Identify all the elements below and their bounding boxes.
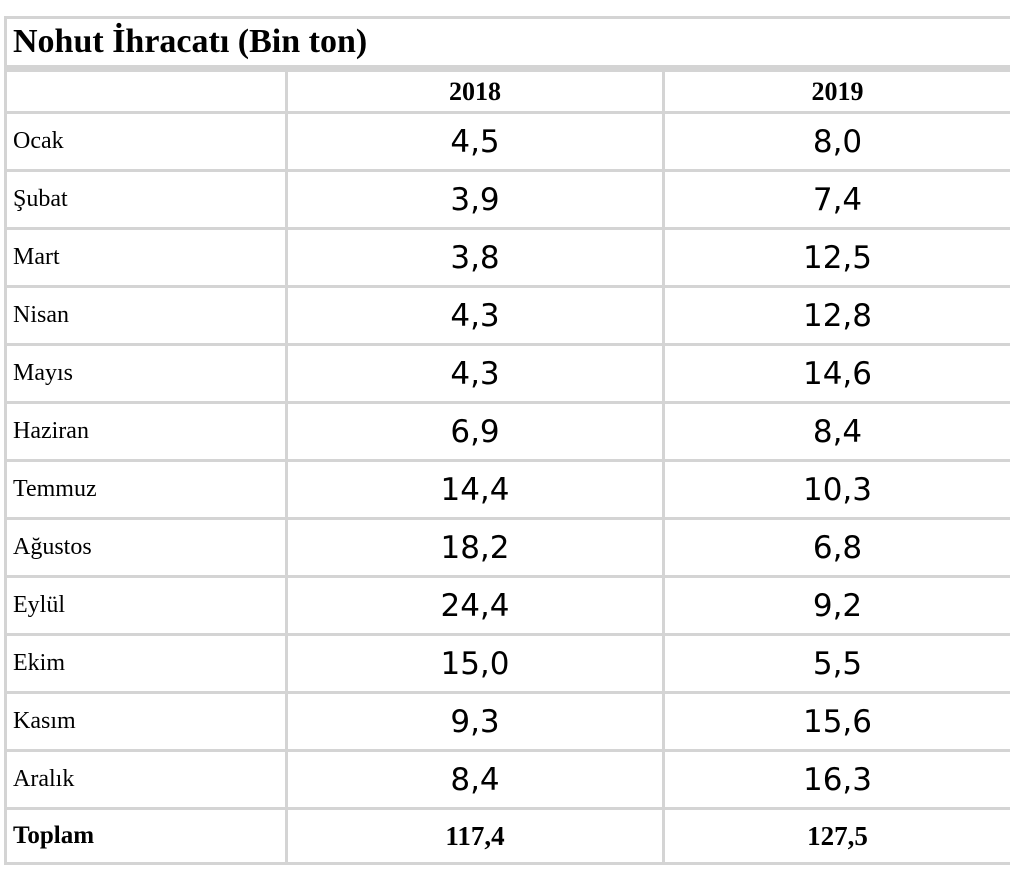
header-row: 2018 2019 (4, 67, 1010, 114)
table-row: Eylül 24,4 9,2 (4, 575, 1010, 636)
table-body: Nohut İhracatı (Bin ton) 2018 2019 Ocak 4… (3, 16, 1010, 865)
month-cell: Kasım (4, 691, 288, 752)
value-2018-cell: 3,8 (285, 227, 665, 288)
table-row: Ekim 15,0 5,5 (4, 633, 1010, 694)
month-cell: Aralık (4, 749, 288, 810)
value-2018-cell: 14,4 (285, 459, 665, 520)
total-label-cell: Toplam (4, 807, 288, 865)
export-table: Nohut İhracatı (Bin ton) 2018 2019 Ocak 4… (3, 16, 1010, 865)
total-2019-cell: 127,5 (661, 807, 1010, 865)
value-2019-cell: 7,4 (661, 169, 1010, 230)
month-cell: Temmuz (4, 459, 288, 520)
table-row: Kasım 9,3 15,6 (4, 691, 1010, 752)
month-cell: Ocak (4, 111, 288, 172)
month-cell: Eylül (4, 575, 288, 636)
table-row: Haziran 6,9 8,4 (4, 401, 1010, 462)
value-2019-cell: 9,2 (661, 575, 1010, 636)
table-row: Nisan 4,3 12,8 (4, 285, 1010, 346)
table-row: Mart 3,8 12,5 (4, 227, 1010, 288)
value-2019-cell: 5,5 (661, 633, 1010, 694)
header-empty-cell (4, 67, 288, 114)
value-2019-cell: 6,8 (661, 517, 1010, 578)
month-cell: Şubat (4, 169, 288, 230)
value-2018-cell: 4,5 (285, 111, 665, 172)
month-cell: Nisan (4, 285, 288, 346)
value-2019-cell: 12,5 (661, 227, 1010, 288)
table-row: Temmuz 14,4 10,3 (4, 459, 1010, 520)
table-title: Nohut İhracatı (Bin ton) (3, 16, 1010, 72)
header-2019: 2019 (661, 67, 1010, 114)
table-row: Mayıs 4,3 14,6 (4, 343, 1010, 404)
value-2018-cell: 6,9 (285, 401, 665, 462)
month-cell: Ekim (4, 633, 288, 694)
value-2018-cell: 8,4 (285, 749, 665, 810)
value-2019-cell: 8,4 (661, 401, 1010, 462)
value-2019-cell: 8,0 (661, 111, 1010, 172)
header-2018: 2018 (285, 67, 665, 114)
total-2018-cell: 117,4 (285, 807, 665, 865)
month-cell: Mart (4, 227, 288, 288)
table-row: Aralık 8,4 16,3 (4, 749, 1010, 810)
value-2019-cell: 10,3 (661, 459, 1010, 520)
value-2018-cell: 15,0 (285, 633, 665, 694)
value-2018-cell: 18,2 (285, 517, 665, 578)
value-2018-cell: 9,3 (285, 691, 665, 752)
value-2018-cell: 24,4 (285, 575, 665, 636)
month-cell: Haziran (4, 401, 288, 462)
table-row: Ağustos 18,2 6,8 (4, 517, 1010, 578)
value-2018-cell: 4,3 (285, 285, 665, 346)
title-row: Nohut İhracatı (Bin ton) (3, 16, 1010, 72)
value-2019-cell: 14,6 (661, 343, 1010, 404)
table-row: Ocak 4,5 8,0 (4, 111, 1010, 172)
value-2019-cell: 15,6 (661, 691, 1010, 752)
month-cell: Ağustos (4, 517, 288, 578)
value-2019-cell: 16,3 (661, 749, 1010, 810)
value-2018-cell: 4,3 (285, 343, 665, 404)
month-cell: Mayıs (4, 343, 288, 404)
value-2019-cell: 12,8 (661, 285, 1010, 346)
total-row: Toplam 117,4 127,5 (4, 807, 1010, 865)
value-2018-cell: 3,9 (285, 169, 665, 230)
table-row: Şubat 3,9 7,4 (4, 169, 1010, 230)
